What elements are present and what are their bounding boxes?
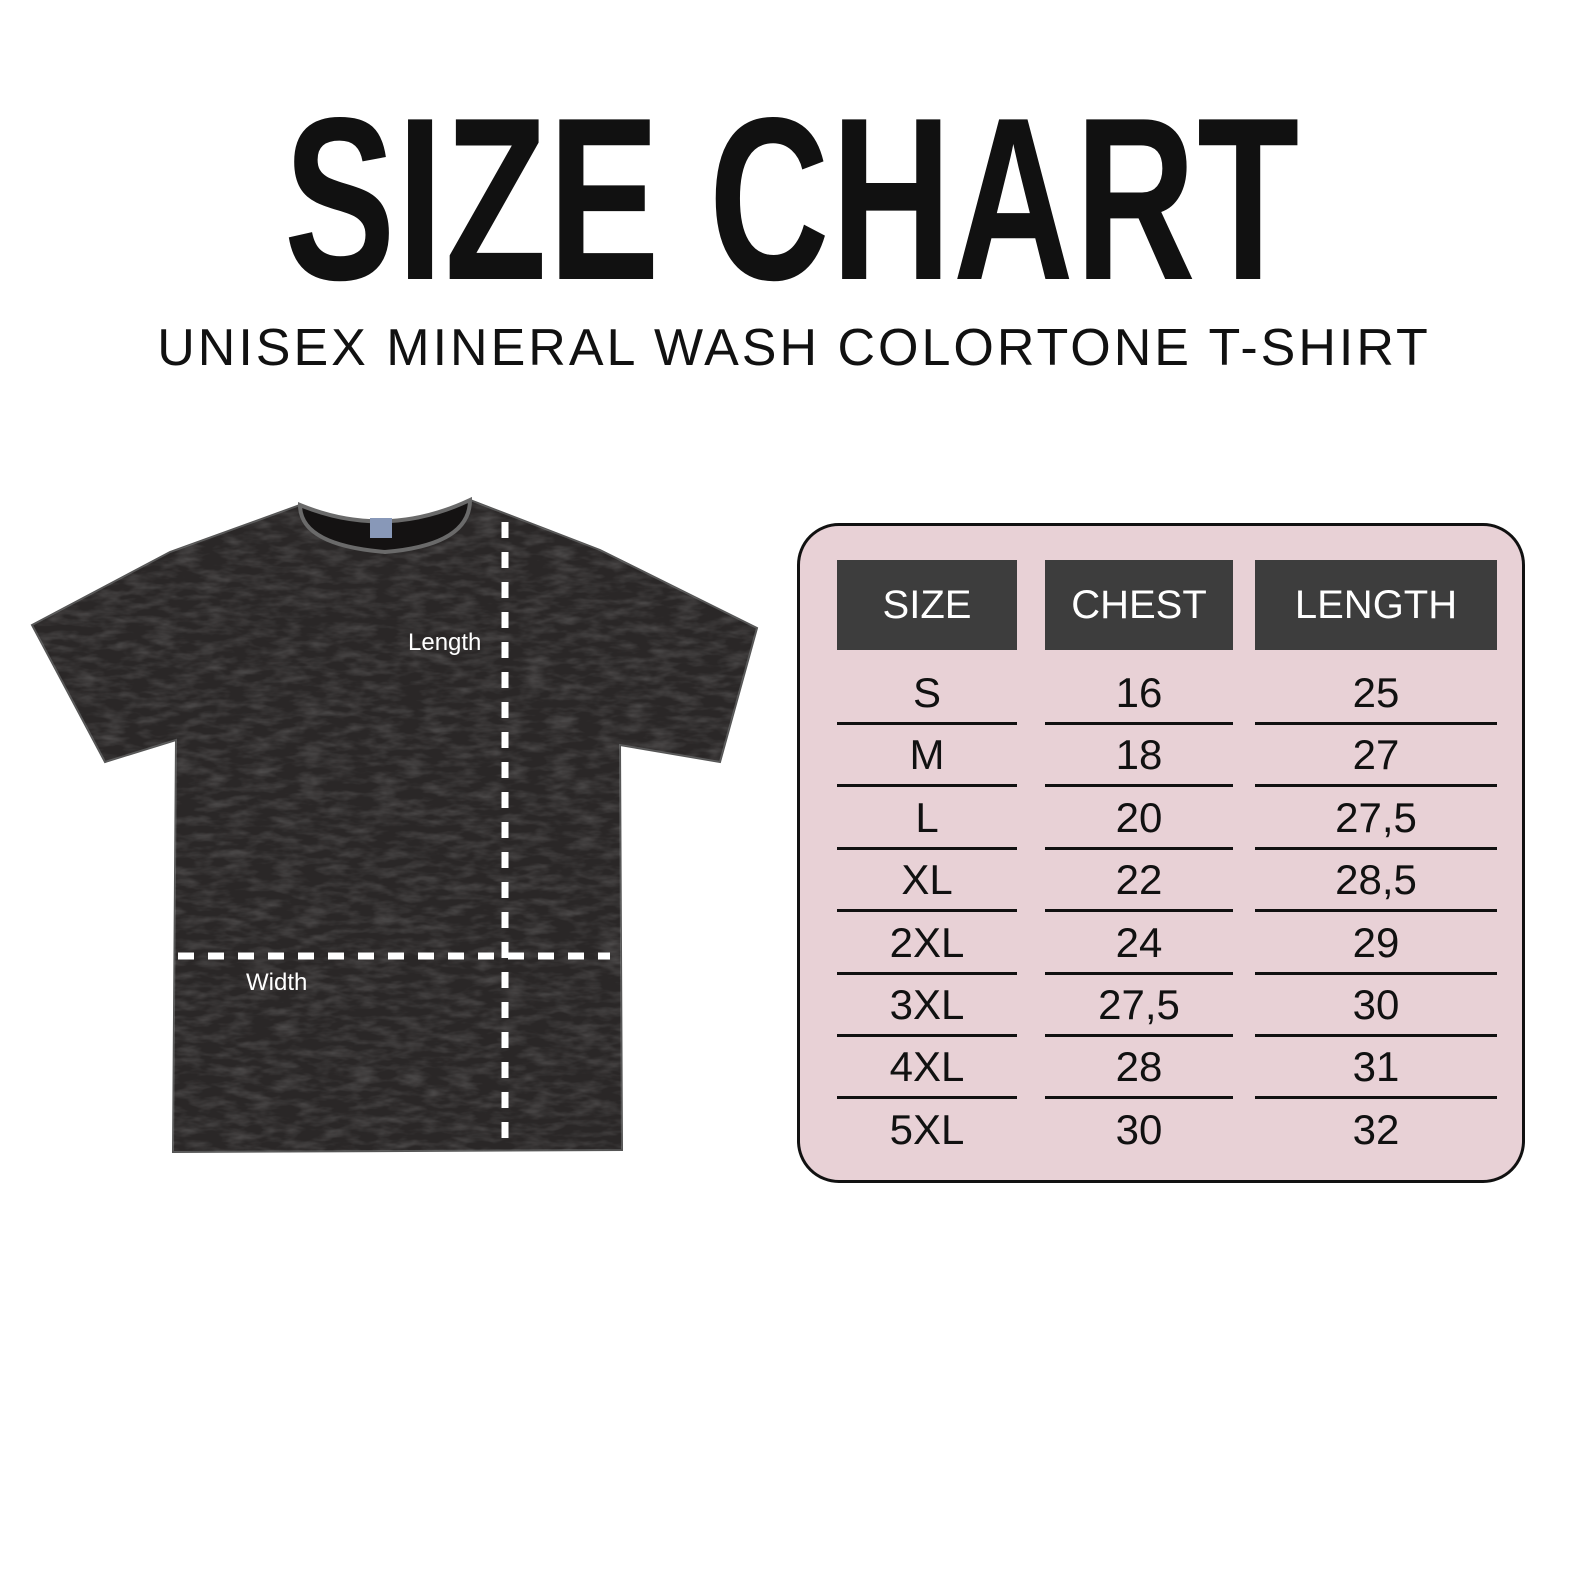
cell-length: 27 [1352,731,1400,779]
cell-length: 28,5 [1335,856,1417,904]
row-divider [837,846,1017,850]
cell-chest: 18 [1115,731,1163,779]
cell-size: 3XL [889,981,965,1028]
row-divider [837,784,1017,788]
cell-size: 2XL [889,918,965,966]
cell-size: 4XL [889,1043,965,1091]
cell-chest: 30 [1115,1105,1163,1153]
row-divider [837,1096,1017,1100]
row-divider [1255,784,1497,788]
row-divider [1045,1096,1233,1100]
cell-size: M [909,731,945,779]
width-label: Width [246,969,307,996]
cell-chest: 27,5 [1098,981,1180,1028]
row-divider [1255,971,1497,975]
row-divider [1255,1096,1497,1100]
cell-length: 31 [1352,1043,1400,1091]
row-divider [837,722,1017,725]
cell-chest: 22 [1115,856,1163,904]
cell-chest: 28 [1115,1043,1163,1091]
page-subtitle: UNISEX MINERAL WASH COLORTONE T-SHIRT [157,319,1431,377]
row-divider [1045,1034,1233,1037]
row-divider [1045,909,1233,913]
row-divider [1255,1034,1497,1037]
cell-length: 32 [1352,1105,1400,1153]
length-label: Length [408,629,481,656]
page-title: SIZE CHART [283,70,1301,329]
row-divider [837,971,1017,975]
row-divider [1255,909,1497,913]
header-chest: CHEST [1045,560,1233,650]
cell-size: 5XL [889,1105,965,1153]
size-table: SIZE CHEST LENGTH S 16 25 M 18 27 L 20 27,5 XL 22 2… [797,523,1525,1183]
cell-size: XL [901,856,953,904]
cell-size: L [915,793,939,841]
row-divider [1045,722,1233,725]
tag [370,518,392,538]
header-size: SIZE [837,560,1017,650]
row-divider [1045,784,1233,788]
row-divider [1255,846,1497,850]
row-divider [1045,971,1233,975]
cell-length: 27,5 [1335,793,1417,841]
tshirt-diagram: Length Width [30,496,759,1154]
row-divider [1045,846,1233,850]
cell-chest: 20 [1115,793,1163,841]
cell-chest: 16 [1115,669,1163,716]
row-divider [837,1034,1017,1037]
cell-size: S [912,669,941,716]
row-divider [837,909,1017,913]
header-length: LENGTH [1255,560,1497,650]
cell-length: 29 [1352,918,1400,966]
cell-length: 30 [1352,981,1400,1028]
cell-chest: 24 [1115,918,1163,966]
cell-length: 25 [1352,669,1400,716]
row-divider [1255,722,1497,725]
